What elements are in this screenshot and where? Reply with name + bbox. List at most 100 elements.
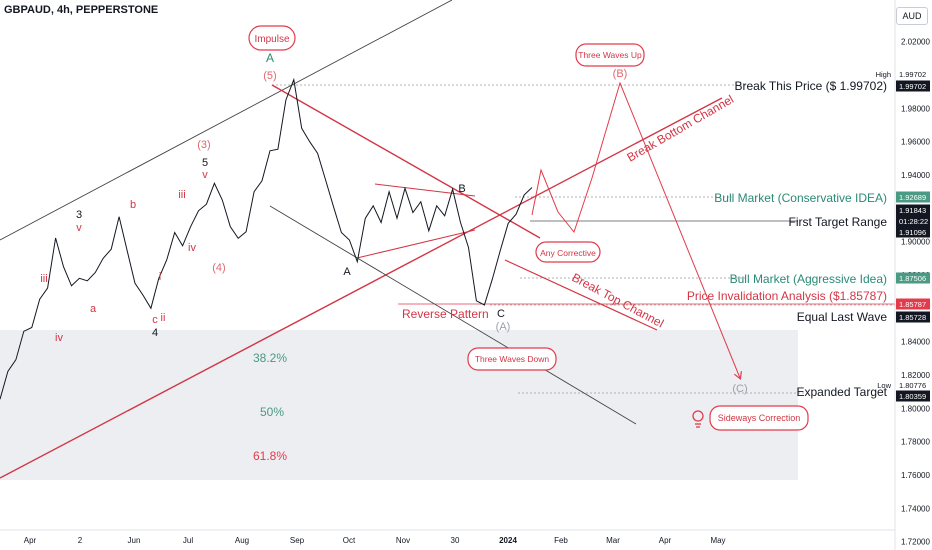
upper-trend-channel xyxy=(0,0,453,241)
chart-title: GBPAUD, 4h, PEPPERSTONE xyxy=(4,4,159,16)
price-tag-box xyxy=(896,298,930,310)
price-tag-box xyxy=(896,311,930,323)
lightbulb-icon xyxy=(692,410,704,428)
x-tick-label: Feb xyxy=(554,536,568,545)
price-tag-box xyxy=(896,68,930,80)
callout-impulse[interactable]: Impulse xyxy=(248,25,296,51)
wave-label-iii-1: iii xyxy=(40,273,47,285)
price-tag-value: 1.99702 xyxy=(899,82,926,91)
y-tick-label: 1.94000 xyxy=(901,171,930,180)
wave-label-iii-2: iii xyxy=(178,189,185,201)
x-tick-label: Aug xyxy=(235,536,249,545)
fib-zone xyxy=(0,330,798,480)
callout-three-waves-down[interactable]: Three Waves Down xyxy=(467,347,557,371)
x-tick-label: Oct xyxy=(343,536,356,545)
price-tag-box xyxy=(896,379,930,391)
fib-50: 50% xyxy=(260,405,284,419)
callout-three-waves-up[interactable]: Three Waves Up xyxy=(575,43,645,67)
callout-any-corrective[interactable]: Any Corrective xyxy=(535,241,601,263)
y-tick-label: 1.90000 xyxy=(901,238,930,247)
callout-any-corrective-text: Any Corrective xyxy=(540,248,596,258)
callout-three-waves-down-text: Three Waves Down xyxy=(475,354,550,364)
wave-label-iv-1: iv xyxy=(55,332,63,344)
x-tick-label: 2 xyxy=(78,536,83,545)
x-tick-label: Apr xyxy=(24,536,37,545)
price-tag-box xyxy=(896,191,930,203)
break-top-line xyxy=(504,259,658,331)
wave-label-4-paren: (4) xyxy=(212,262,225,274)
wave-label-iv-2: iv xyxy=(188,242,196,254)
label-equal-last-wave: Equal Last Wave xyxy=(797,310,888,324)
price-tag-value: 1.80359 xyxy=(899,392,926,401)
label-bull-aggressive: Bull Market (Aggressive Idea) xyxy=(730,272,887,286)
label-expanded-target: Expanded Target xyxy=(796,385,887,399)
x-tick-label: Mar xyxy=(606,536,620,545)
y-tick-label: 1.76000 xyxy=(901,471,930,480)
callout-sideways-correction[interactable]: Sideways Correction xyxy=(709,405,809,431)
x-tick-label: Nov xyxy=(396,536,410,545)
y-tick-label: 1.82000 xyxy=(901,371,930,380)
wave-label-4: 4 xyxy=(152,327,158,339)
triangle-bottom xyxy=(356,229,476,259)
wave-label-ii: ii xyxy=(161,312,166,324)
wave-label-v-2: v xyxy=(202,169,208,181)
currency-badge[interactable]: AUD xyxy=(896,7,928,25)
wave-label-B-paren: (B) xyxy=(613,68,628,80)
wave-label-c: c xyxy=(152,314,158,326)
price-tag-value: 1.91096 xyxy=(899,228,926,237)
label-break-top-channel: Break Top Channel xyxy=(570,270,667,330)
label-invalidation: Price Invalidation Analysis ($1.85787) xyxy=(687,289,887,303)
wave-label-b: b xyxy=(130,199,136,211)
price-tag-box xyxy=(896,390,930,402)
price-tag-box xyxy=(896,272,930,284)
price-tag-value: 1.99702 xyxy=(899,70,926,79)
x-tick-label: Jul xyxy=(183,536,193,545)
wave-label-a: a xyxy=(90,303,97,315)
wave-label-A-top: A xyxy=(266,51,274,65)
x-tick-label: Jun xyxy=(128,536,141,545)
price-tag-value: 1.85787 xyxy=(899,300,926,309)
x-tick-label: Apr xyxy=(659,536,672,545)
wave-label-B: B xyxy=(458,183,465,195)
projection-path xyxy=(531,81,740,378)
y-tick-label: 2.02000 xyxy=(901,38,930,47)
wave-label-A-paren: (A) xyxy=(496,321,511,333)
y-tick-label: 1.80000 xyxy=(901,404,930,413)
triangle-top xyxy=(374,183,476,197)
fib-61: 61.8% xyxy=(253,449,287,463)
y-tick-label: 1.72000 xyxy=(901,538,930,547)
price-tag-value: 1.80776 xyxy=(899,381,926,390)
wave-label-C-paren: (C) xyxy=(732,383,747,395)
callout-impulse-text: Impulse xyxy=(254,34,289,45)
price-tag-label: High xyxy=(876,70,891,79)
top-channel-line xyxy=(271,84,541,239)
y-tick-label: 1.78000 xyxy=(901,438,930,447)
label-break-bottom-channel: Break Bottom Channel xyxy=(625,92,737,164)
label-bull-conservative: Bull Market (Conservative IDEA) xyxy=(714,191,887,205)
bottom-channel-line xyxy=(269,205,637,425)
price-axis[interactable]: 2.020001.980001.960001.940001.900001.880… xyxy=(901,38,930,547)
x-tick-label: Sep xyxy=(290,536,305,545)
price-tag-label: Low xyxy=(877,381,891,390)
label-first-target: First Target Range xyxy=(789,215,888,229)
price-tag-value: 1.92689 xyxy=(899,193,926,202)
y-tick-label: 1.74000 xyxy=(901,504,930,513)
wave-label-5: 5 xyxy=(202,157,208,169)
wave-label-v-1: v xyxy=(76,222,82,234)
price-tag-box xyxy=(896,215,930,227)
price-tag-box xyxy=(896,226,930,238)
price-tag-box xyxy=(896,204,930,216)
x-tick-label: 2024 xyxy=(499,536,517,545)
time-axis[interactable]: Apr 2 Jun Jul Aug Sep Oct Nov 30 2024 Feb Mar Apr May xyxy=(24,536,726,545)
price-tag-value: 01:28:22 xyxy=(899,217,928,226)
wave-label-3: 3 xyxy=(76,209,82,221)
price-tag-value: 1.87506 xyxy=(899,274,926,283)
wave-label-C: C xyxy=(497,308,505,320)
fib-38: 38.2% xyxy=(253,351,287,365)
x-tick-label: May xyxy=(710,536,725,545)
price-tag-value: 1.85728 xyxy=(899,313,926,322)
price-tag-value: 1.91843 xyxy=(899,206,926,215)
wave-label-A: A xyxy=(343,266,351,278)
